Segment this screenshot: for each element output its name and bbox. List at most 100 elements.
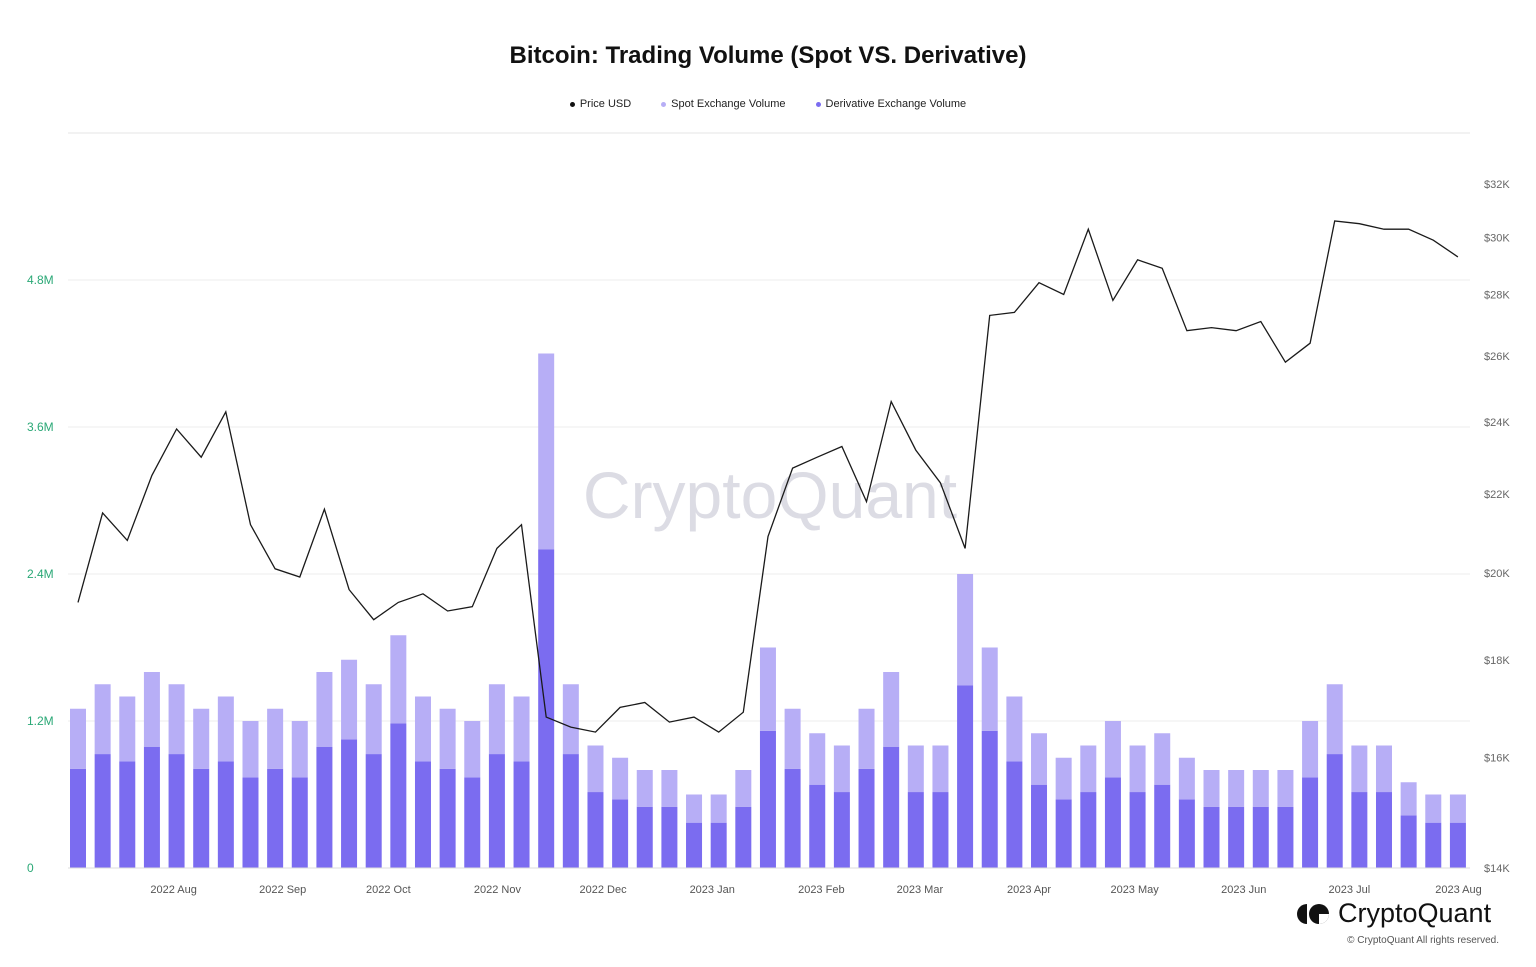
x-tick-label: 2023 Mar [897,884,944,896]
spot-volume-bar [661,770,678,807]
chart-title: Bitcoin: Trading Volume (Spot VS. Deriva… [509,42,1027,69]
spot-volume-bar [1203,770,1220,807]
copyright: © CryptoQuant All rights reserved. [1347,935,1499,946]
x-tick-label: 2022 Dec [580,884,628,896]
y-right-tick-label: $28K [1484,289,1510,301]
derivative-volume-bar [907,792,924,868]
spot-volume-bar [267,708,284,769]
y-right-tick-label: $32K [1484,179,1510,191]
legend-label: Spot Exchange Volume [671,98,786,110]
derivative-volume-bar [193,768,210,868]
derivative-volume-bar [94,754,111,868]
spot-volume-bar [858,708,875,769]
derivative-volume-bar [414,761,431,868]
derivative-volume-bar [957,685,974,868]
derivative-volume-bar [1203,806,1220,868]
derivative-volume-bar [70,768,86,868]
y-right-tick-label: $24K [1484,417,1510,429]
spot-volume-bar [1006,696,1023,762]
derivative-volume-bar [661,806,678,868]
spot-volume-bar [316,672,333,747]
derivative-volume-bar [119,761,136,868]
y-left-tick-label: 0 [27,861,34,875]
spot-volume-bar [809,733,826,785]
derivative-volume-bar [1302,777,1319,868]
spot-volume-bar [538,353,555,550]
derivative-volume-bar [1351,792,1368,868]
spot-volume-bar [883,672,900,747]
derivative-volume-bar [267,768,284,868]
watermark: CryptoQuant [583,458,957,532]
x-tick-label: 2022 Aug [150,884,197,896]
x-tick-label: 2023 Jun [1221,884,1266,896]
x-tick-label: 2022 Sep [259,884,306,896]
legend-dot [569,101,575,107]
derivative-volume-bar [1375,792,1392,868]
derivative-volume-bar [1400,815,1417,868]
spot-volume-bar [193,708,210,769]
derivative-volume-bar [1055,799,1072,868]
derivative-volume-bar [710,822,727,868]
derivative-volume-bar [1425,822,1442,868]
derivative-volume-bar [1154,784,1171,868]
spot-volume-bar [1252,770,1269,807]
spot-volume-bar [1031,733,1048,785]
spot-volume-bar [70,708,86,769]
spot-volume-bar [414,696,431,762]
spot-volume-bar [1277,770,1294,807]
derivative-volume-bar [365,754,382,868]
derivative-volume-bar [488,754,505,868]
spot-volume-bar [1055,757,1072,800]
spot-volume-bar [1302,721,1319,778]
derivative-volume-bar [1178,799,1195,868]
brand-name: CryptoQuant [1338,898,1492,928]
y-right-tick-label: $18K [1484,655,1510,667]
spot-volume-bar [1080,745,1097,793]
spot-volume-bar [833,745,850,793]
cryptoquant-logo-icon [1297,903,1329,924]
x-tick-label: 2023 Jan [690,884,735,896]
spot-volume-bar [464,721,481,778]
spot-volume-bar [1104,721,1121,778]
spot-volume-bar [488,684,505,755]
spot-volume-bar [784,708,801,769]
legend-item-price[interactable]: Price USD [569,98,631,110]
brand-logo: CryptoQuant [1296,898,1491,929]
spot-volume-bar [365,684,382,755]
spot-volume-bar [1449,794,1466,823]
derivative-volume-bar [242,777,259,868]
legend-item-derivative[interactable]: Derivative Exchange Volume [815,98,966,110]
spot-volume-bar [957,574,974,686]
spot-volume-bar [1129,745,1146,793]
spot-volume-bar [1425,794,1442,823]
derivative-volume-bar [759,730,776,868]
derivative-volume-bar [217,761,234,868]
legend-dot [815,101,821,107]
spot-volume-bar [513,696,530,762]
spot-volume-bar [710,794,727,823]
spot-volume-bar [291,721,308,778]
x-tick-label: 2023 Apr [1007,884,1051,896]
y-right-tick-label: $16K [1484,753,1510,765]
derivative-volume-bar [439,768,456,868]
derivative-volume-bar [1252,806,1269,868]
spot-volume-bar [735,770,752,807]
derivative-volume-bar [587,792,604,868]
derivative-volume-bar [291,777,308,868]
spot-volume-bar [94,684,111,755]
derivative-volume-bar [1326,754,1343,868]
derivative-volume-bar [1006,761,1023,868]
y-left-tick-label: 2.4M [27,567,54,581]
derivative-volume-bar [1031,784,1048,868]
x-tick-label: 2023 Aug [1435,884,1482,896]
derivative-volume-bar [168,754,185,868]
y-left-tick-label: 4.8M [27,273,54,287]
spot-volume-bar [439,708,456,769]
spot-volume-bar [168,684,185,755]
x-tick-label: 2022 Nov [474,884,522,896]
spot-volume-bar [1400,782,1417,816]
derivative-volume-bar [390,723,407,868]
spot-volume-bar [143,672,160,747]
spot-volume-bar [981,647,998,731]
legend-item-spot[interactable]: Spot Exchange Volume [661,98,786,110]
